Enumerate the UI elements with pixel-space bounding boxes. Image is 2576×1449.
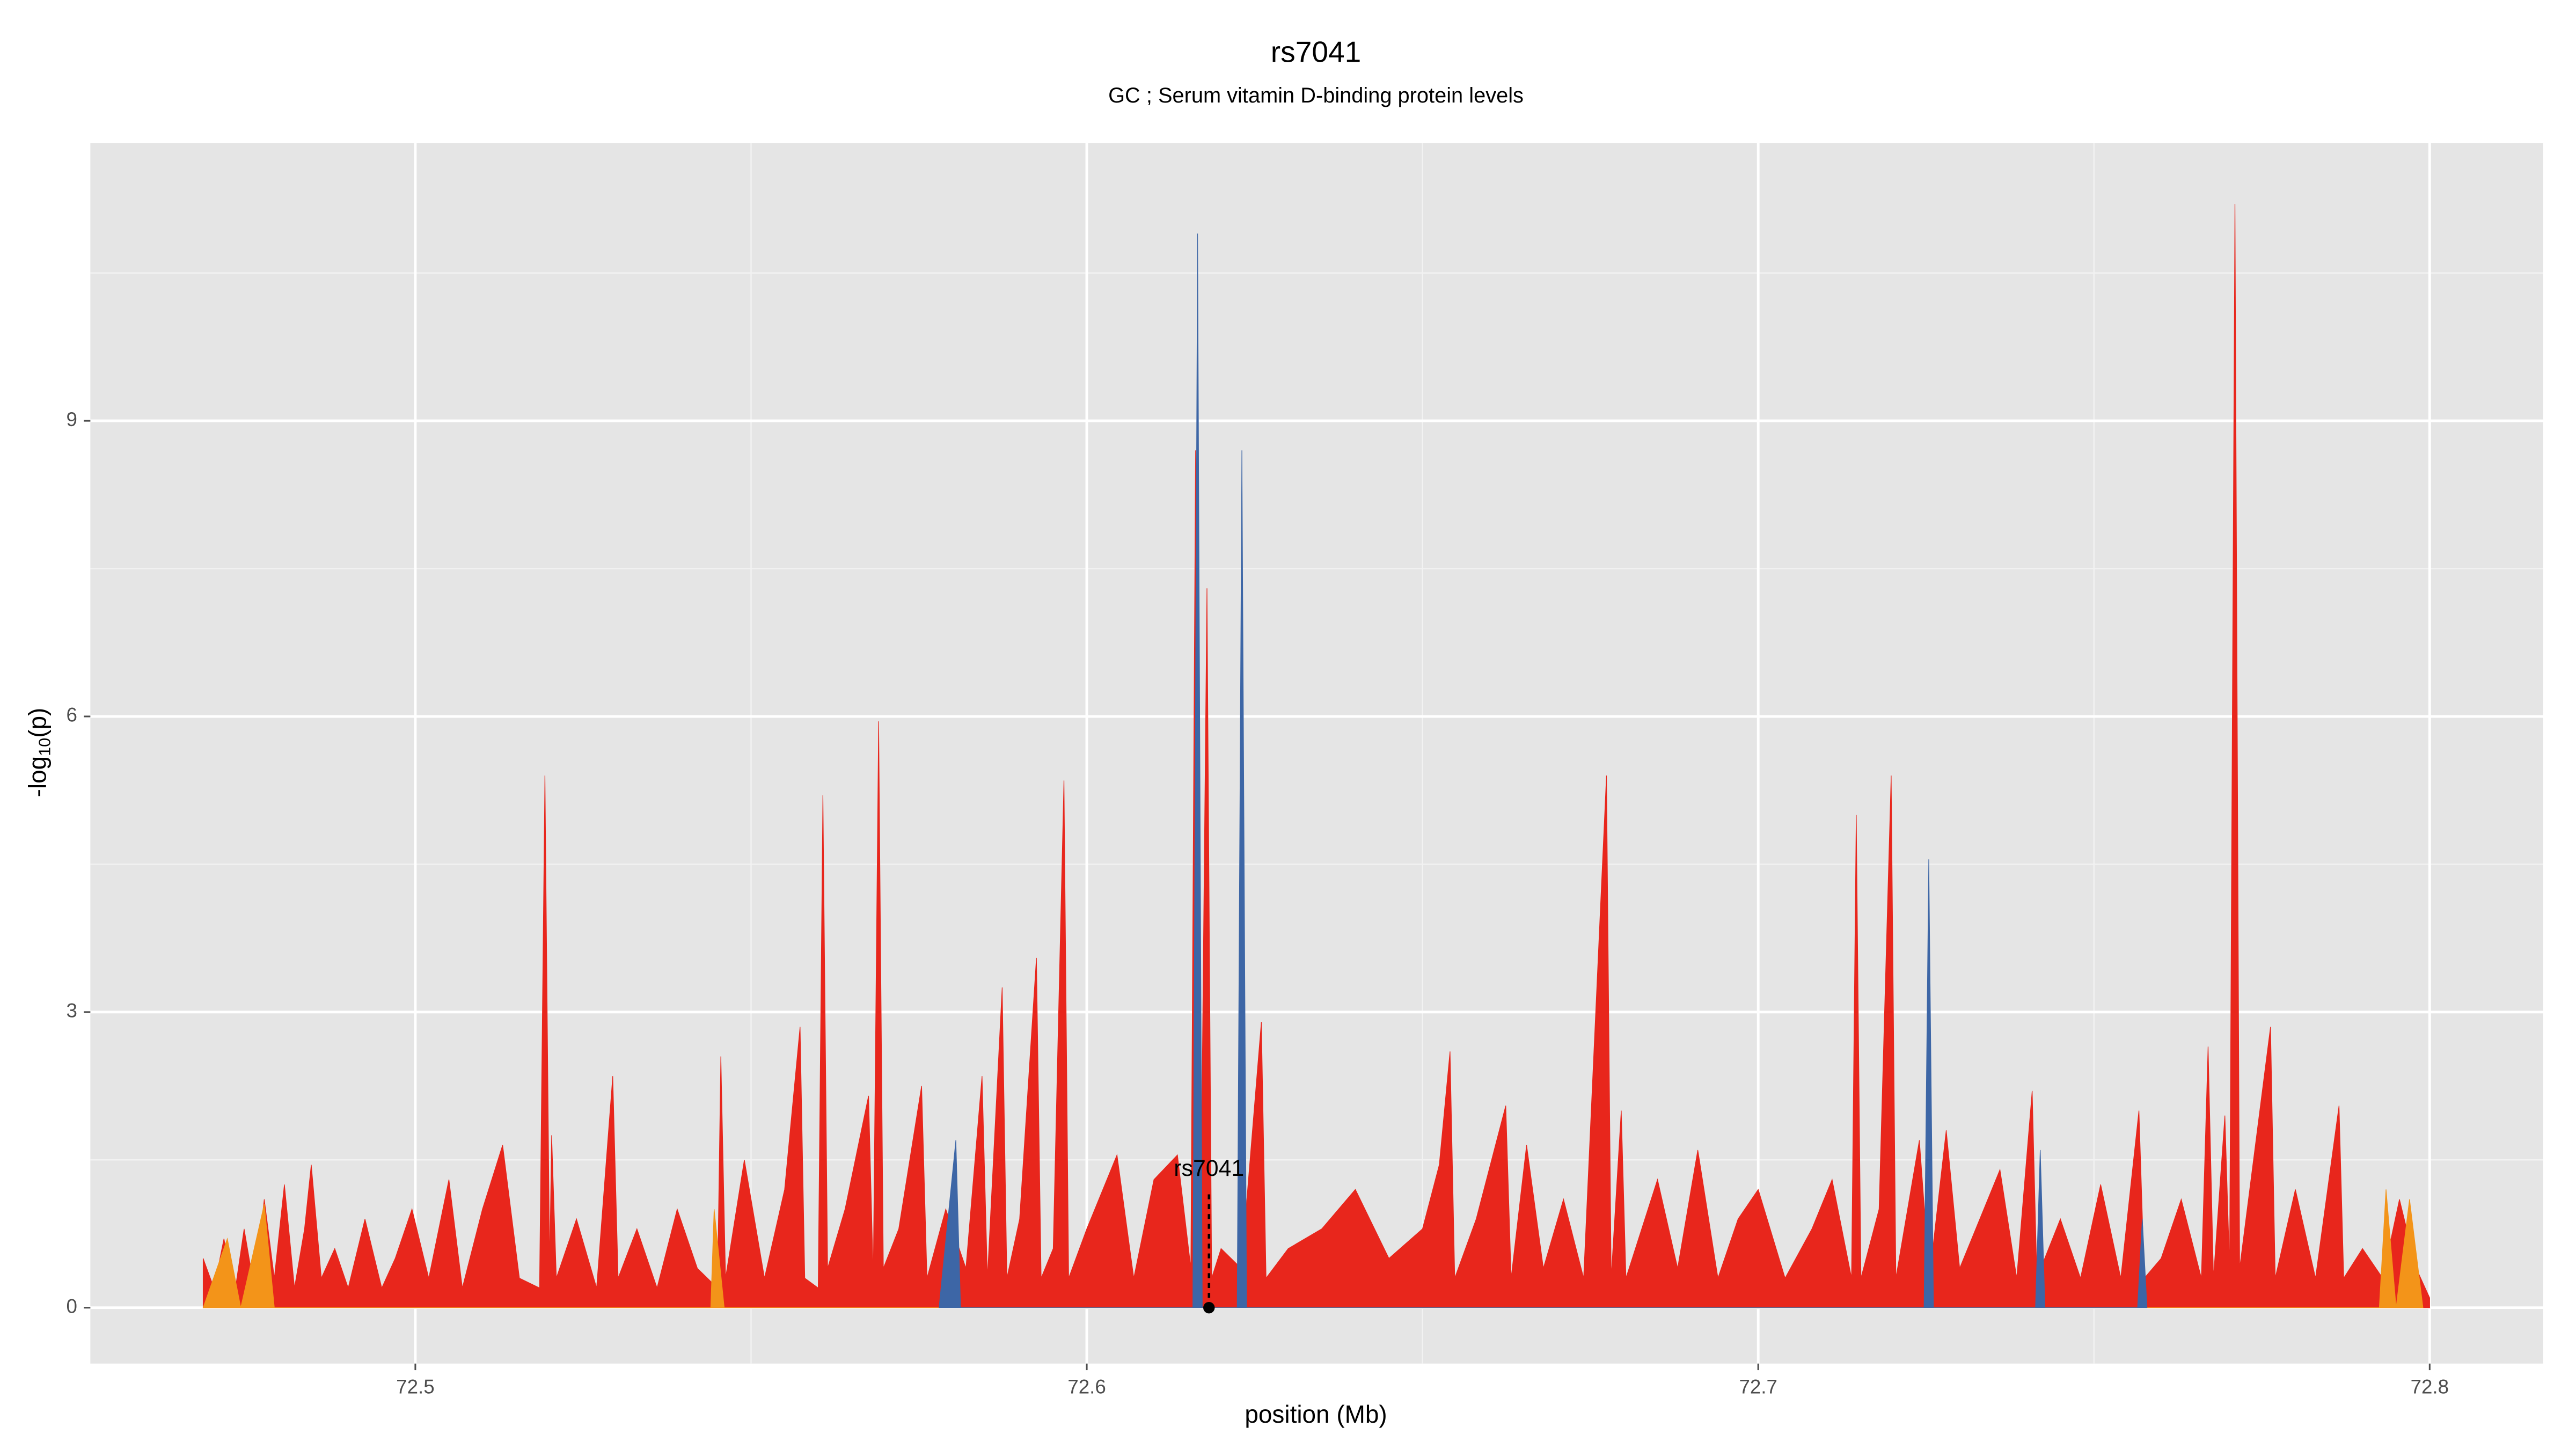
annotation-point (1203, 1301, 1215, 1314)
x-tick-label: 72.6 (1067, 1375, 1106, 1397)
y-label-subscript: 10 (36, 738, 54, 756)
x-axis-label: position (Mb) (1245, 1400, 1387, 1428)
annotation-label: rs7041 (1174, 1155, 1244, 1181)
y-axis-label: -log10(p) (24, 708, 54, 797)
y-label-part: (p) (24, 708, 52, 738)
y-tick-label: 0 (66, 1295, 77, 1317)
x-tick-label: 72.5 (396, 1375, 434, 1397)
y-tick-label: 9 (66, 408, 77, 430)
plot-panel (90, 143, 2543, 1364)
y-tick-label: 3 (66, 1000, 77, 1022)
x-tick-label: 72.8 (2411, 1375, 2449, 1397)
y-label-part: -log (24, 756, 52, 797)
x-tick-label: 72.7 (1739, 1375, 1777, 1397)
area (939, 233, 2148, 1308)
area (202, 1189, 2424, 1308)
y-tick-label: 6 (66, 704, 77, 726)
chart-subtitle: GC ; Serum vitamin D-binding protein lev… (1108, 84, 1524, 107)
chart-title: rs7041 (1271, 35, 1361, 69)
